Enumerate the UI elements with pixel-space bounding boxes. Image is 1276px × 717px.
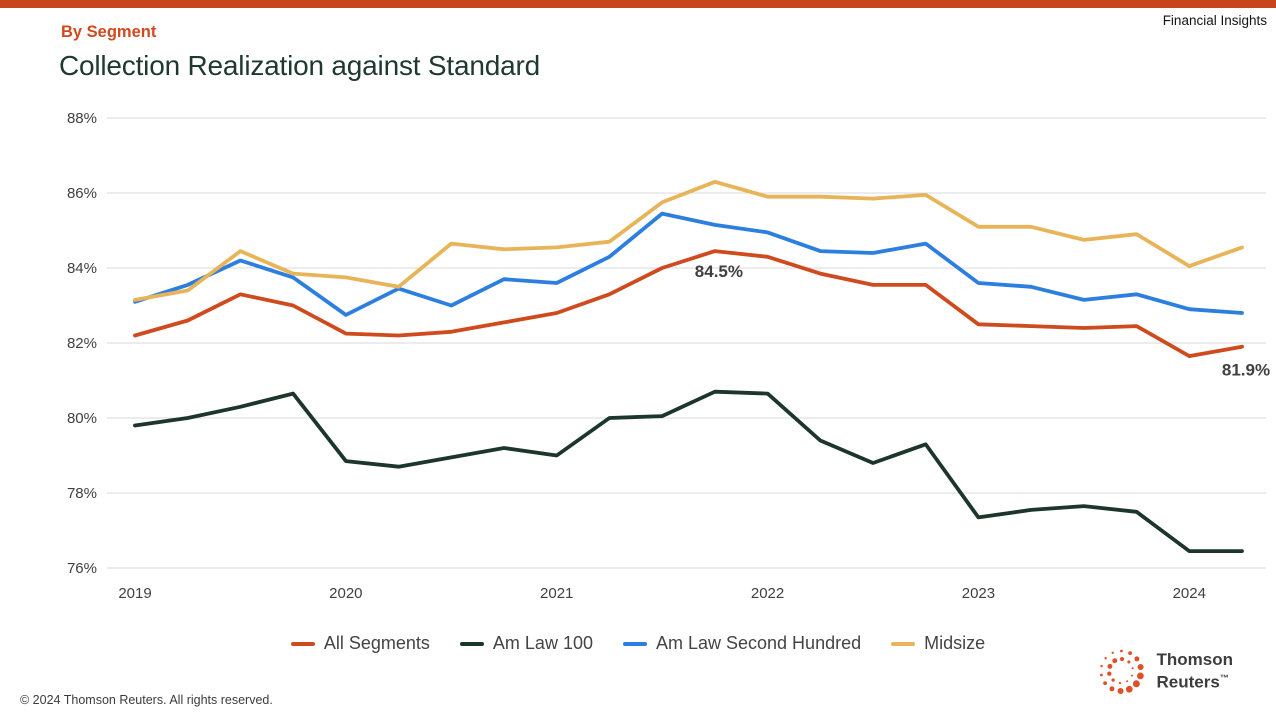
logo-dot <box>1099 673 1103 677</box>
chart-subtitle: By Segment <box>61 23 157 41</box>
x-axis-tick-label: 2024 <box>1173 585 1206 602</box>
page-title: Collection Realization against Standard <box>59 50 540 81</box>
x-axis-tick-label: 2020 <box>329 585 362 602</box>
logo-dot <box>1136 672 1144 680</box>
thomson-reuters-ring-icon <box>1099 649 1144 695</box>
x-axis-tick-label: 2019 <box>118 585 151 602</box>
logo-dot <box>1117 687 1124 695</box>
logo-dot <box>1108 686 1114 692</box>
logo-dot <box>1110 678 1115 682</box>
series-line-all-segments <box>133 249 1244 359</box>
data-label: 84.5% <box>695 262 743 281</box>
data-label: 81.9% <box>1222 361 1270 380</box>
legend-item-am-law-100: Am Law 100 <box>459 633 593 654</box>
logo-dot <box>1137 663 1144 670</box>
legend-label: Am Law 100 <box>492 633 593 653</box>
y-axis-tick-label: 86% <box>67 185 97 202</box>
logo-dot <box>1106 671 1111 676</box>
logo-dot <box>1102 681 1107 686</box>
logo-dot <box>1106 663 1112 669</box>
legend-swatch-am-law-100 <box>459 641 484 646</box>
legend-item-midsize: Midsize <box>891 633 985 654</box>
y-axis-tick-label: 80% <box>67 410 97 427</box>
legend-swatch-midsize <box>891 641 916 646</box>
logo-dot <box>1111 658 1117 664</box>
series-line-am-law-second-hundred <box>133 211 1244 317</box>
legend-label: Midsize <box>924 633 986 653</box>
logo-dot <box>1119 649 1123 653</box>
logo-dot <box>1119 656 1124 662</box>
copyright-notice: © 2024 Thomson Reuters. All rights reser… <box>20 693 273 707</box>
logo-dot <box>1111 651 1114 654</box>
x-axis-tick-label: 2022 <box>751 585 784 602</box>
logo-dot <box>1118 681 1121 685</box>
legend-label: All Segments <box>323 633 430 653</box>
x-axis-tick-label: 2021 <box>540 585 573 602</box>
y-axis-tick-label: 84% <box>67 260 97 277</box>
logo-dot <box>1131 667 1134 670</box>
series-line-am-law-100 <box>133 389 1244 553</box>
legend-swatch-am-law-second-hundred <box>622 641 647 646</box>
legend-item-all-segments: All Segments <box>290 633 430 654</box>
thomson-reuters-logo: Thomson Reuters™ <box>1095 645 1234 697</box>
chart-legend: All Segments Am Law 100 Am Law Second Hund… <box>0 633 1276 654</box>
logo-dot <box>1132 680 1140 688</box>
logo-dot <box>1130 674 1133 677</box>
y-axis-tick-label: 78% <box>67 485 97 502</box>
logo-dot <box>1127 651 1132 656</box>
legend-swatch-all-segments <box>290 641 315 646</box>
x-axis-tick-label: 2023 <box>962 585 995 602</box>
y-axis-tick-label: 88% <box>67 110 97 127</box>
report-series-label: Financial Insights <box>1162 13 1267 28</box>
y-axis-tick-label: 76% <box>67 560 97 577</box>
logo-dot <box>1133 656 1139 662</box>
brand-accent-bar <box>0 0 1276 8</box>
legend-item-am-law-second-hundred: Am Law Second Hundred <box>622 633 862 654</box>
trademark-symbol: ™ <box>1219 672 1229 683</box>
legend-label: Am Law Second Hundred <box>655 633 862 653</box>
y-axis-tick-label: 82% <box>67 335 97 352</box>
logo-dot <box>1125 685 1133 693</box>
logo-dot <box>1126 660 1130 664</box>
logo-dot <box>1099 664 1103 668</box>
logo-dot <box>1103 656 1107 660</box>
logo-dot <box>1125 680 1128 683</box>
series-line-midsize <box>133 179 1244 302</box>
thomson-reuters-wordmark: Thomson Reuters™ <box>1156 649 1234 692</box>
